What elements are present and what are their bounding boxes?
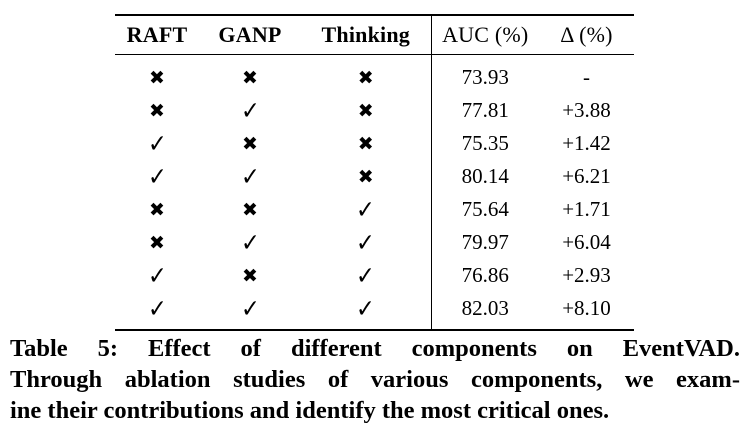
row-7-thinking-mark: ✓: [356, 261, 376, 290]
row-6-ganp-mark: ✓: [240, 228, 260, 257]
row-3-ganp-mark: ✖: [242, 133, 258, 155]
top-rule: [115, 14, 634, 16]
ablation-table: RAFT GANP Thinking AUC (%) Δ (%) ✖ ✖ ✖ 7…: [115, 14, 634, 331]
bottom-rule: [115, 329, 634, 331]
caption-line-3: ine their contributions and identify the…: [10, 397, 610, 424]
row-8-raft-mark: ✓: [147, 294, 167, 323]
row-5-delta: +1.71: [562, 197, 611, 221]
row-4-delta: +6.21: [562, 164, 611, 188]
row-7-delta: +2.93: [562, 263, 611, 287]
row-5-auc: 75.64: [430, 193, 539, 226]
mid-rule: [115, 54, 634, 55]
row-1-ganp-mark: ✖: [242, 67, 258, 89]
row-3-raft-mark: ✓: [147, 129, 167, 158]
table-row: ✓ ✖ ✖ 75.35 +1.42: [115, 127, 634, 160]
row-2-delta: +3.88: [562, 98, 611, 122]
row-2-auc: 77.81: [430, 94, 539, 127]
row-6-raft-mark: ✖: [149, 232, 165, 254]
row-4-ganp-mark: ✓: [240, 162, 260, 191]
ablation-table-grid: RAFT GANP Thinking AUC (%) Δ (%): [115, 16, 634, 54]
row-1-raft-mark: ✖: [149, 67, 165, 89]
row-7-ganp-mark: ✖: [242, 265, 258, 287]
caption-line-2: Through ablation studies of various comp…: [10, 366, 740, 393]
row-3-thinking-mark: ✖: [357, 133, 374, 155]
row-2-raft-mark: ✖: [149, 100, 165, 122]
table-row: ✓ ✓ ✖ 80.14 +6.21: [115, 160, 634, 193]
row-6-auc: 79.97: [430, 226, 539, 259]
table-caption: Table 5: Effect of different components …: [10, 333, 740, 426]
table-row: ✖ ✓ ✓ 79.97 +6.04: [115, 226, 634, 259]
row-3-delta: +1.42: [562, 131, 611, 155]
row-8-ganp-mark: ✓: [240, 294, 260, 323]
row-8-delta: +8.10: [562, 296, 611, 320]
row-6-delta: +6.04: [562, 230, 611, 254]
row-5-ganp-mark: ✖: [242, 199, 258, 221]
row-2-thinking-mark: ✖: [357, 100, 374, 122]
header-delta: Δ (%): [560, 22, 613, 47]
row-5-thinking-mark: ✓: [356, 195, 376, 224]
row-2-ganp-mark: ✓: [240, 96, 260, 125]
table-row: ✖ ✖ ✖ 73.93 -: [115, 61, 634, 94]
header-row: RAFT GANP Thinking AUC (%) Δ (%): [115, 16, 634, 54]
row-4-thinking-mark: ✖: [357, 166, 374, 188]
row-4-raft-mark: ✓: [147, 162, 167, 191]
row-7-auc: 76.86: [430, 259, 539, 292]
row-7-raft-mark: ✓: [147, 261, 167, 290]
header-thinking: Thinking: [321, 22, 410, 47]
table-row: ✖ ✓ ✖ 77.81 +3.88: [115, 94, 634, 127]
row-8-thinking-mark: ✓: [356, 294, 376, 323]
header-ganp: GANP: [218, 22, 282, 47]
header-auc: AUC (%): [430, 16, 539, 54]
ablation-table-body: ✖ ✖ ✖ 73.93 - ✖ ✓ ✖ 77.81 +3.88 ✓ ✖ ✖ 75…: [115, 55, 634, 329]
row-6-thinking-mark: ✓: [356, 228, 376, 257]
caption-line-1: Table 5: Effect of different components …: [10, 335, 740, 362]
table-row: ✖ ✖ ✓ 75.64 +1.71: [115, 193, 634, 226]
row-1-thinking-mark: ✖: [357, 67, 374, 89]
table-row: ✓ ✖ ✓ 76.86 +2.93: [115, 259, 634, 292]
row-1-auc: 73.93: [430, 61, 539, 94]
row-3-auc: 75.35: [430, 127, 539, 160]
row-4-auc: 80.14: [430, 160, 539, 193]
row-8-auc: 82.03: [430, 292, 539, 325]
table-row: ✓ ✓ ✓ 82.03 +8.10: [115, 292, 634, 325]
row-1-delta: -: [583, 65, 590, 89]
row-5-raft-mark: ✖: [149, 199, 165, 221]
header-raft: RAFT: [126, 22, 188, 47]
